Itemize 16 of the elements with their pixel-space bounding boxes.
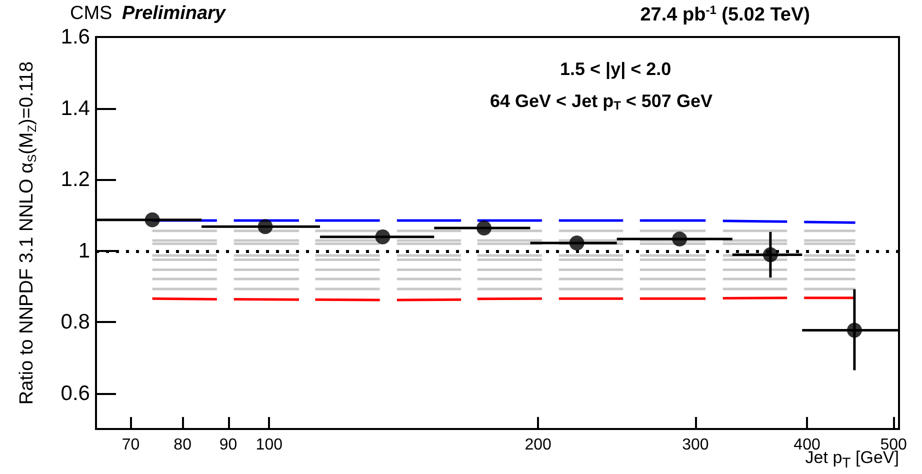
x-tick-label: 80 bbox=[174, 436, 192, 454]
y-tick-label: 0.8 bbox=[60, 310, 90, 334]
y-tick-label: 0.6 bbox=[60, 382, 90, 405]
chart-title: CMS bbox=[70, 3, 112, 24]
x-tick-label: 90 bbox=[219, 436, 238, 454]
x-tick-label: 100 bbox=[256, 436, 283, 454]
x-tick-label: 70 bbox=[122, 436, 140, 454]
chart-subtitle: Preliminary bbox=[122, 3, 227, 24]
annotation: 1.5 < |y| < 2.0 bbox=[560, 59, 672, 79]
x-tick-label: 300 bbox=[682, 436, 709, 454]
y-tick-label: 1 bbox=[78, 239, 90, 262]
y-tick-label: 1.4 bbox=[60, 96, 90, 120]
y-tick-label: 1.2 bbox=[60, 168, 90, 192]
y-tick-label: 1.6 bbox=[60, 26, 90, 48]
x-tick-label: 200 bbox=[524, 436, 552, 454]
y-axis-title: Ratio to NNPDF 3.1 NNLO αS(MZ)=0.118 bbox=[16, 61, 39, 405]
